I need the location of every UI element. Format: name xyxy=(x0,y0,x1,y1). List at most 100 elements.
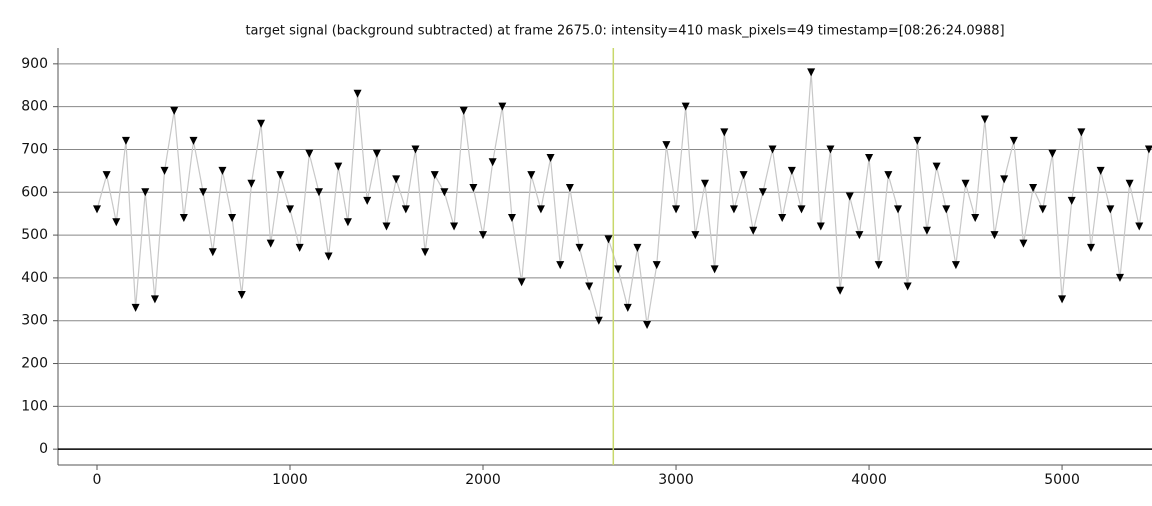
x-tick-label: 4000 xyxy=(851,472,887,488)
point xyxy=(585,282,594,291)
point xyxy=(797,205,806,214)
point xyxy=(121,136,130,145)
point xyxy=(536,205,545,214)
point xyxy=(961,179,970,188)
y-tick-label: 900 xyxy=(21,56,48,72)
point xyxy=(343,218,352,227)
point xyxy=(324,252,333,261)
point xyxy=(150,295,159,304)
x-tick-label: 1000 xyxy=(272,472,308,488)
point xyxy=(295,243,304,252)
point xyxy=(1125,179,1134,188)
point xyxy=(980,115,989,124)
point xyxy=(179,213,188,222)
point xyxy=(604,235,613,244)
point xyxy=(459,106,468,115)
point xyxy=(614,265,623,274)
point xyxy=(971,213,980,222)
point xyxy=(836,286,845,295)
point xyxy=(807,68,816,77)
point xyxy=(517,278,526,287)
point xyxy=(527,171,536,180)
point xyxy=(652,261,661,270)
point xyxy=(1019,239,1028,248)
point xyxy=(913,136,922,145)
point xyxy=(855,231,864,240)
point xyxy=(189,136,198,145)
point xyxy=(951,261,960,270)
x-tick-label: 5000 xyxy=(1044,472,1080,488)
point xyxy=(450,222,459,231)
point xyxy=(681,102,690,111)
y-tick-label: 0 xyxy=(39,441,48,457)
point xyxy=(874,261,883,270)
point xyxy=(160,166,169,175)
point xyxy=(507,213,516,222)
x-tick-label: 0 xyxy=(93,472,102,488)
point xyxy=(334,162,343,171)
point xyxy=(247,179,256,188)
point xyxy=(479,231,488,240)
point xyxy=(575,243,584,252)
point xyxy=(401,205,410,214)
point xyxy=(739,171,748,180)
point xyxy=(257,119,266,128)
point xyxy=(199,188,208,197)
point xyxy=(1096,166,1105,175)
y-tick-label: 400 xyxy=(21,270,48,286)
point xyxy=(1077,128,1086,137)
y-tick-label: 300 xyxy=(21,313,48,329)
point xyxy=(92,205,101,214)
point xyxy=(392,175,401,184)
point xyxy=(353,89,362,98)
x-tick-label: 2000 xyxy=(465,472,501,488)
y-tick-label: 100 xyxy=(21,398,48,414)
y-tick-label: 500 xyxy=(21,227,48,243)
point xyxy=(691,231,700,240)
point xyxy=(710,265,719,274)
point xyxy=(208,248,217,257)
point xyxy=(1106,205,1115,214)
point xyxy=(372,149,381,158)
y-tick-label: 700 xyxy=(21,141,48,157)
point xyxy=(237,291,246,300)
point xyxy=(1115,273,1124,282)
point xyxy=(382,222,391,231)
point xyxy=(1058,295,1067,304)
y-tick-label: 600 xyxy=(21,184,48,200)
x-tick-label: 3000 xyxy=(658,472,694,488)
point xyxy=(893,205,902,214)
point xyxy=(768,145,777,154)
point xyxy=(565,183,574,192)
point xyxy=(411,145,420,154)
point xyxy=(816,222,825,231)
point xyxy=(305,149,314,158)
point xyxy=(643,321,652,330)
point xyxy=(594,316,603,325)
point xyxy=(729,205,738,214)
y-tick-label: 800 xyxy=(21,99,48,115)
point xyxy=(672,205,681,214)
point xyxy=(758,188,767,197)
point xyxy=(845,192,854,201)
point xyxy=(488,158,497,167)
point xyxy=(141,188,150,197)
point xyxy=(469,183,478,192)
point xyxy=(1048,149,1057,158)
signal-line xyxy=(96,72,1150,326)
point xyxy=(884,171,893,180)
point xyxy=(266,239,275,248)
point xyxy=(228,213,237,222)
point xyxy=(286,205,295,214)
chart-title: target signal (background subtracted) at… xyxy=(245,24,1004,39)
point xyxy=(170,106,179,115)
point xyxy=(778,213,787,222)
point xyxy=(633,243,642,252)
point xyxy=(623,303,632,312)
point xyxy=(787,166,796,175)
point xyxy=(314,188,323,197)
point xyxy=(1087,243,1096,252)
point xyxy=(942,205,951,214)
point xyxy=(1029,183,1038,192)
